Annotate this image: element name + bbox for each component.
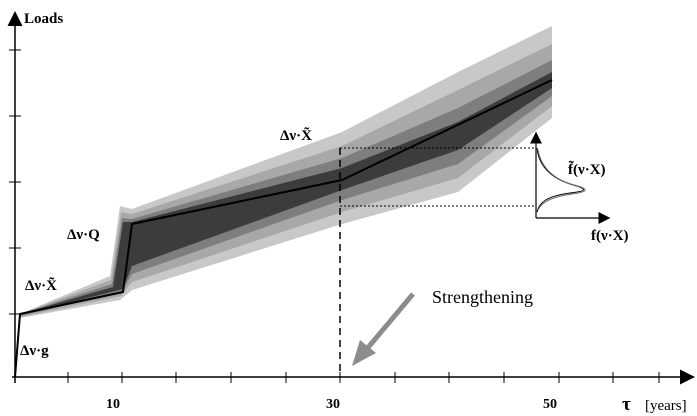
density-curve-tilde: [537, 149, 586, 211]
x-tick-label-30: 30: [326, 397, 340, 412]
y-axis-label: Loads: [24, 11, 63, 27]
label-at-30: Δν·X̃: [280, 127, 312, 144]
strengthening-arrow: [352, 292, 415, 366]
dead-load-line: [14, 313, 21, 378]
label-increment: Δν·Q: [67, 227, 100, 243]
x-tick-label-50: 50: [543, 397, 557, 412]
label-density: f(ν·X): [591, 228, 629, 244]
density-inset: [530, 131, 611, 224]
label-initial-variable: Δν·X̃: [25, 277, 57, 294]
label-strengthening: Strengthening: [432, 287, 533, 307]
x-tick-label-10: 10: [106, 397, 120, 412]
label-dead-load: Δν·g: [20, 343, 49, 359]
x-axis-unit: [years]: [645, 398, 687, 414]
y-axis: [7, 11, 23, 383]
band-layer-inner: [20, 72, 552, 315]
x-axis-symbol: τ: [622, 394, 631, 415]
label-density-tilde: f̃(ν·X): [568, 160, 606, 178]
uncertainty-band: [20, 26, 552, 318]
x-axis: [12, 369, 695, 385]
density-curve: [536, 147, 584, 213]
